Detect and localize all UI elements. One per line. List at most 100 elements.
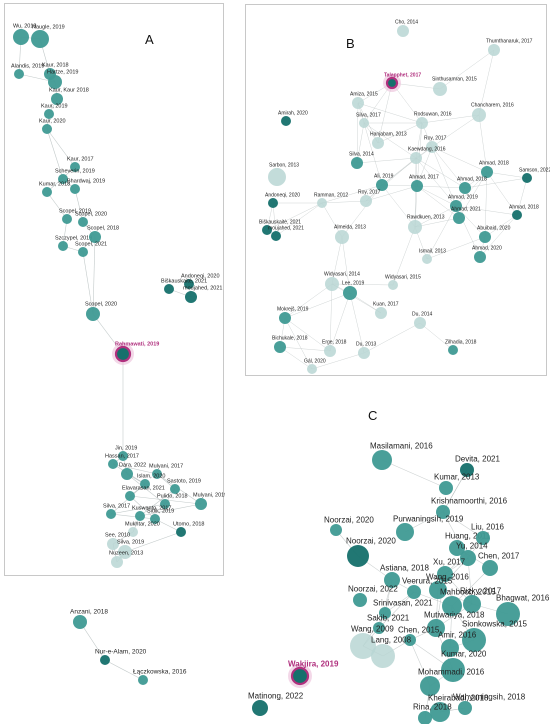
graph-node: Dara, 2022: [119, 463, 146, 480]
graph-edge: [279, 346, 331, 352]
node-circle: [48, 75, 62, 89]
node-label: Mahboob, 2015: [440, 588, 496, 597]
node-label: Kaewdang, 2016: [408, 147, 446, 153]
graph-edge: [419, 322, 454, 351]
node-label: Rawdkuen, 2013: [407, 215, 445, 221]
graph-node: Erge, 2018: [322, 340, 347, 357]
graph-edge: [365, 157, 417, 202]
graph-node: Silva, 2019: [117, 540, 144, 559]
network-graph-a-isolated: Anzani, 2018 Nur-e-Alam, 2020 Łączkowska, …: [70, 609, 187, 685]
node-circle: [176, 527, 186, 537]
node-circle: [410, 152, 422, 164]
node-label: Silva, 2019: [117, 540, 144, 546]
node-label: Talapphet, 2017: [384, 73, 421, 79]
node-circle: [372, 137, 384, 149]
node-label: Ahmad, 2018: [479, 161, 509, 167]
graph-node: Huang, 2011: [445, 532, 491, 556]
node-circle: [107, 538, 119, 550]
graph-edge: [431, 146, 466, 189]
node-circle: [121, 468, 133, 480]
cluster-panel-a-isolated: Anzani, 2018 Nur-e-Alam, 2020 Łączkowska, …: [4, 576, 222, 724]
graph-node: Sionkowska, 2015: [462, 620, 527, 652]
node-circle: [460, 550, 476, 566]
node-label: Anzani, 2018: [70, 609, 108, 616]
node-circle: [62, 214, 72, 224]
graph-edge: [484, 171, 488, 238]
node-label: Matinong, 2022: [248, 692, 304, 701]
node-circle: [51, 93, 63, 105]
highlighted-node-circle: [385, 76, 399, 90]
graph-edge: [363, 122, 383, 186]
graph-node: Rawdkuen, 2013: [407, 215, 445, 234]
node-circle: [474, 251, 486, 263]
graph-node: Masilamani, 2016: [370, 442, 433, 470]
node-label: Wang, 2009: [351, 625, 394, 634]
graph-edge: [378, 579, 393, 629]
graph-edge: [284, 317, 313, 370]
node-circle: [426, 141, 438, 153]
graph-edge: [486, 171, 518, 216]
node-label: Mulyani, 2019: [193, 493, 227, 499]
graph-node: Kumar, 2013: [434, 473, 480, 495]
graph-node: Almeida, 2013: [334, 225, 366, 244]
graph-edge: [414, 205, 457, 228]
cluster-panel-b: B Cho, 2014 Talapphet, 2017 Thurnthanaruk,…: [245, 4, 550, 376]
graph-edge: [416, 185, 460, 219]
node-circle: [375, 307, 387, 319]
node-label: Ahmad, 2020: [472, 246, 502, 252]
graph-edge: [126, 473, 166, 505]
node-label: Masilamani, 2016: [370, 442, 433, 451]
node-label: Bichukale, 2018: [272, 336, 308, 342]
node-layer-a-isolated: Anzani, 2018 Nur-e-Alam, 2020 Łączkowska, …: [70, 609, 187, 685]
node-circle: [439, 481, 453, 495]
graph-node: Mokrejš, 2019: [277, 307, 309, 324]
graph-node: Silva, 2014: [349, 152, 374, 169]
graph-node: Nur-e-Alam, 2020: [95, 649, 147, 665]
node-label: Sakib, 2021: [367, 614, 410, 623]
graph-node: Wang, 2016: [426, 573, 469, 599]
node-circle: [407, 585, 421, 599]
node-label: Scopel, 2019: [59, 209, 91, 215]
node-circle: [78, 247, 88, 257]
graph-node: Astiana, 2018: [380, 564, 429, 588]
graph-edge: [46, 128, 64, 180]
graph-edge: [82, 251, 94, 315]
node-circle: [459, 182, 471, 194]
highlighted-node-circle: [290, 666, 310, 686]
node-circle: [343, 286, 357, 300]
node-circle: [135, 511, 145, 521]
graph-node: Ali, 2019: [374, 174, 394, 191]
node-label: Yu, 2014: [456, 542, 488, 551]
graph-edge: [266, 202, 323, 231]
graph-node: Szczypel, 2019: [55, 236, 92, 251]
graph-edge: [356, 157, 417, 164]
node-label: Islam, 2020: [137, 474, 165, 480]
panel-letter-b: B: [346, 36, 355, 51]
graph-node: Hanjabam, 2013: [370, 132, 407, 149]
graph-node: Wu, 2018: [13, 24, 36, 45]
node-label: Chen, 2015: [398, 626, 440, 635]
node-circle: [307, 364, 317, 374]
graph-node: Ahmad, 2019: [448, 195, 478, 212]
graph-node: Nuzeen, 2013: [109, 551, 143, 568]
node-circle: [379, 607, 391, 619]
graph-node: Mulyani, 2017: [149, 464, 183, 479]
node-label: Sidik, 2019: [147, 509, 174, 515]
graph-node: Wakjira, 2019: [288, 660, 339, 688]
graph-node: Xu, 2017: [433, 558, 466, 582]
graph-edge: [414, 217, 460, 228]
graph-edge: [331, 283, 394, 286]
node-circle: [442, 596, 462, 616]
node-label: Kuan, 2017: [373, 302, 399, 308]
graph-edge: [124, 531, 182, 553]
graph-node: Scopel, 2021: [75, 242, 107, 257]
highlighted-node-circle: [114, 345, 132, 363]
node-label: Widyasari, 2014: [324, 272, 360, 278]
node-circle: [268, 168, 286, 186]
graph-edge: [442, 469, 468, 513]
graph-node: Ahmad, 2017: [409, 175, 439, 192]
node-circle: [436, 505, 450, 519]
graph-edge: [455, 205, 486, 238]
node-circle: [58, 241, 68, 251]
